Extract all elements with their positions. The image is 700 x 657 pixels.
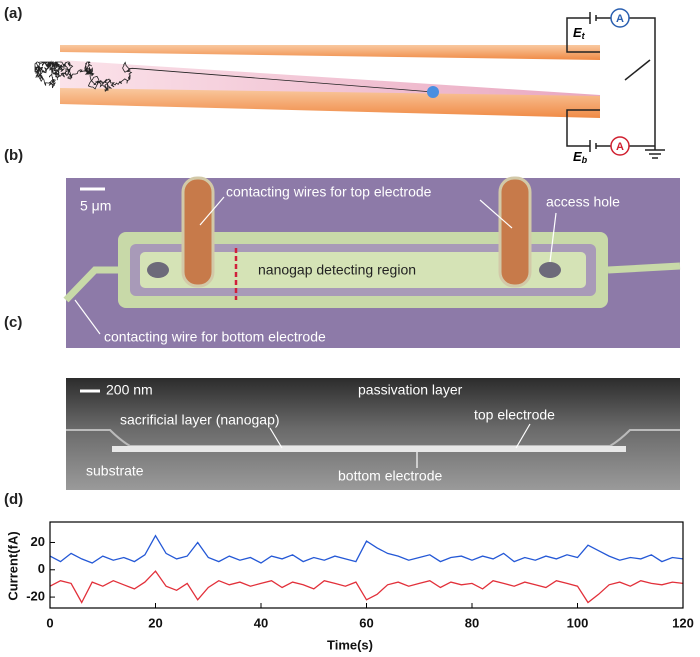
x-tick-label: 80 [465,615,479,630]
bottom-plate [60,88,600,118]
annotation: sacrificial layer (nanogap) [120,412,280,428]
top-plate [60,45,600,60]
y-axis-label: Current(fA) [5,531,20,600]
x-tick-label: 60 [359,615,373,630]
x-tick-label: 0 [46,615,53,630]
wire [607,262,681,274]
top-wire [498,176,532,288]
y-tick-label: 0 [38,561,45,576]
annotation: bottom electrode [338,468,442,484]
leaders [74,196,557,335]
annotation: contacting wire for bottom electrode [104,329,326,345]
panel-label: (d) [4,491,23,508]
x-axis-label: Time(s) [327,637,373,652]
panel-label: (a) [4,5,22,22]
panel-label: (b) [4,147,23,164]
x-tick-label: 120 [672,615,694,630]
particle [427,86,439,98]
e-bottom: Eb [573,149,588,165]
access-hole [147,262,169,278]
top-wire [181,176,215,288]
nanogap-region [140,252,586,288]
access-hole [539,262,561,278]
wire [63,266,118,303]
ammeter: A [616,141,624,153]
series-line [49,534,684,564]
panel-label: (c) [4,314,22,331]
x-tick-label: 100 [567,615,589,630]
y-tick-label: -20 [26,589,45,604]
annotation: top electrode [474,407,555,423]
polymer [34,60,434,93]
leaders [269,423,531,468]
circuit [566,8,665,159]
scale-label: 200 nm [106,382,153,398]
y-tick-label: 20 [31,534,45,549]
x-tick-label: 20 [148,615,162,630]
plot-frame [49,521,684,609]
annotation: access hole [546,194,620,210]
annotation: substrate [86,463,144,479]
nanogap [112,446,626,452]
annotation: nanogap detecting region [258,262,416,278]
ammeter: A [616,13,624,25]
annotation: contacting wires for top electrode [226,184,432,200]
e-top: Et [573,25,586,41]
scale-label: 5 μm [80,198,111,214]
x-tick-label: 40 [254,615,268,630]
annotation: passivation layer [358,382,463,398]
sem-image [66,378,680,490]
series-line [49,570,684,604]
